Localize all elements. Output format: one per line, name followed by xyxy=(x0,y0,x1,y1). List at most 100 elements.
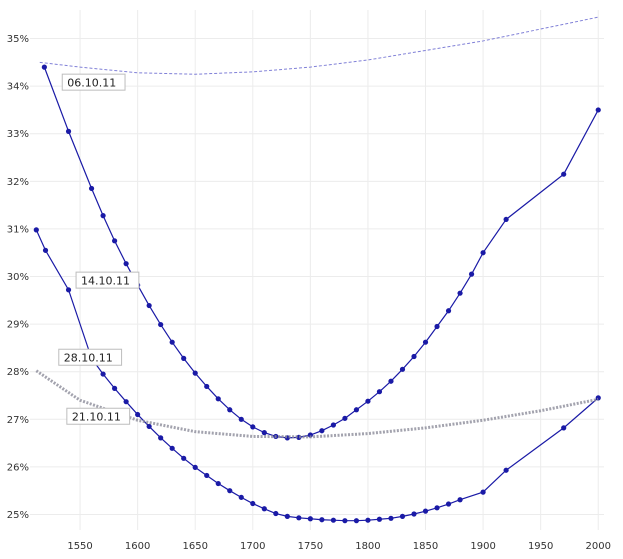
y-tick-label: 27% xyxy=(7,415,29,426)
y-tick-label: 31% xyxy=(7,224,29,235)
series-label: 21.10.11 xyxy=(72,411,121,424)
series-label-box xyxy=(58,348,123,366)
data-point xyxy=(445,308,452,314)
x-tick-label: 1750 xyxy=(298,541,323,552)
data-point xyxy=(330,422,336,428)
data-point xyxy=(181,355,187,361)
data-point xyxy=(227,407,233,413)
y-tick-label: 28% xyxy=(7,367,29,378)
series-line-3 xyxy=(35,369,599,439)
y-tick-label: 35% xyxy=(7,34,29,45)
data-point xyxy=(192,464,198,470)
data-point xyxy=(100,213,106,219)
data-point xyxy=(65,128,72,134)
data-point xyxy=(353,407,360,413)
data-point xyxy=(561,171,567,177)
data-point xyxy=(468,271,475,277)
x-tick-label: 1800 xyxy=(355,541,380,552)
y-tick-label: 33% xyxy=(7,129,29,140)
series-label: 14.10.11 xyxy=(81,275,130,288)
data-point xyxy=(169,339,175,345)
data-point xyxy=(284,513,290,519)
data-point xyxy=(434,323,440,330)
data-point xyxy=(411,353,417,360)
data-point xyxy=(238,494,244,500)
data-point xyxy=(204,383,210,390)
data-point xyxy=(342,518,348,524)
data-point xyxy=(411,511,417,517)
data-point xyxy=(100,371,106,377)
data-point xyxy=(204,472,210,479)
data-point xyxy=(307,516,313,522)
data-point xyxy=(422,339,429,345)
data-point xyxy=(158,321,164,328)
data-point xyxy=(457,497,463,503)
data-point xyxy=(227,488,233,494)
data-point xyxy=(250,500,256,507)
data-point xyxy=(388,378,394,384)
data-point xyxy=(503,467,509,473)
data-point xyxy=(399,513,406,519)
data-point xyxy=(41,64,47,70)
data-point xyxy=(388,515,394,521)
data-point xyxy=(261,430,267,436)
data-point xyxy=(319,517,325,523)
y-tick-label: 25% xyxy=(7,510,29,521)
y-tick-label: 30% xyxy=(7,272,29,283)
data-point xyxy=(112,238,118,244)
data-point xyxy=(88,185,95,192)
series-line-0 xyxy=(39,16,599,75)
data-point xyxy=(365,517,371,523)
data-point xyxy=(422,508,429,514)
x-tick-label: 1900 xyxy=(470,541,495,552)
data-point xyxy=(135,411,141,418)
data-point xyxy=(503,216,509,223)
data-point xyxy=(330,517,336,523)
data-point xyxy=(434,505,440,511)
data-point xyxy=(158,435,164,441)
series-label: 06.10.11 xyxy=(67,77,116,90)
data-point xyxy=(146,423,152,430)
data-point xyxy=(238,416,244,422)
x-tick-label: 1550 xyxy=(67,541,92,552)
y-tick-label: 29% xyxy=(7,320,29,331)
data-point xyxy=(480,489,486,495)
data-point xyxy=(319,428,325,434)
series-label: 28.10.11 xyxy=(64,352,113,365)
data-point xyxy=(595,107,601,113)
series-group xyxy=(33,16,601,524)
y-tick-label: 26% xyxy=(7,462,29,473)
x-tick-label: 2000 xyxy=(586,541,611,552)
data-point xyxy=(192,370,198,376)
series-label-box xyxy=(61,73,126,91)
series-line-2 xyxy=(35,229,599,522)
data-point xyxy=(399,366,406,372)
series-label-box xyxy=(75,271,140,289)
data-point xyxy=(457,290,463,296)
data-point xyxy=(273,510,279,517)
data-point xyxy=(112,385,118,391)
x-tick-label: 1850 xyxy=(413,541,438,552)
data-point xyxy=(123,261,129,267)
x-tick-label: 1600 xyxy=(125,541,150,552)
series-label-box xyxy=(66,407,131,425)
x-tick-label: 1700 xyxy=(240,541,265,552)
data-point xyxy=(307,432,313,438)
data-point xyxy=(215,480,221,487)
y-tick-label: 34% xyxy=(7,82,29,93)
data-point xyxy=(353,518,360,524)
series-line-1 xyxy=(43,66,599,439)
data-point xyxy=(561,425,567,431)
data-point xyxy=(215,396,221,402)
data-point xyxy=(342,415,348,421)
data-point xyxy=(169,445,175,451)
data-point xyxy=(595,395,601,401)
data-point xyxy=(146,302,152,309)
data-point xyxy=(296,515,302,521)
data-point xyxy=(376,389,383,395)
grid xyxy=(30,10,604,530)
data-point xyxy=(261,506,267,512)
x-tick-label: 1650 xyxy=(182,541,207,552)
data-point xyxy=(65,287,72,293)
